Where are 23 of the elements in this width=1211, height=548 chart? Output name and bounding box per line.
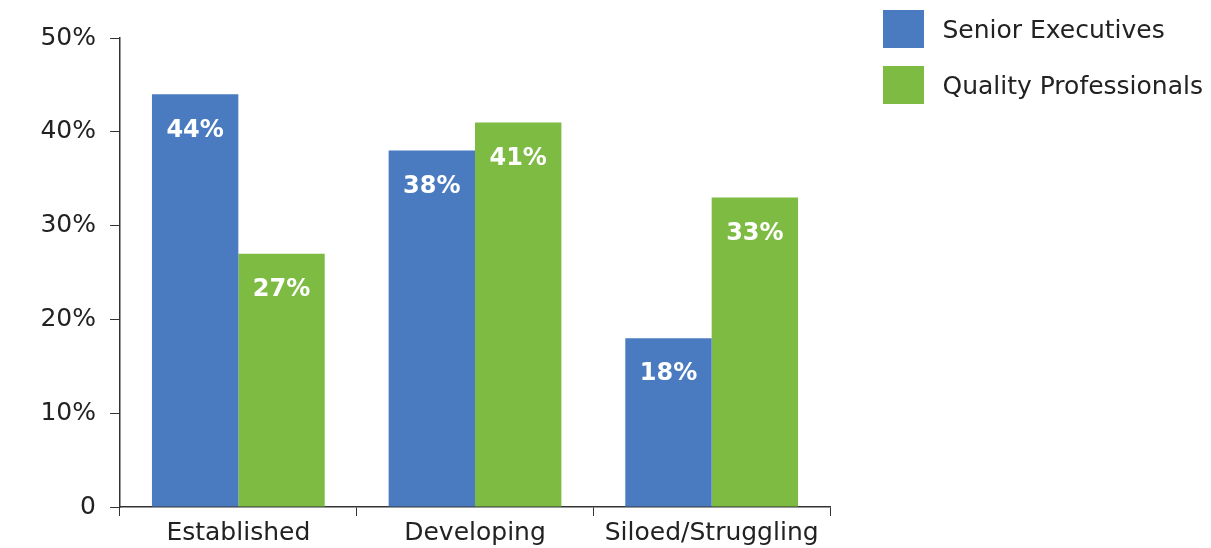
data-label: 38% <box>403 170 461 199</box>
legend-label: Quality Professionals <box>942 70 1203 100</box>
y-tick-label: 30% <box>40 209 96 239</box>
y-tick-label: 40% <box>40 115 96 145</box>
bar <box>625 338 712 507</box>
x-tick-label: Established <box>166 516 311 546</box>
y-tick-label: 20% <box>40 302 96 332</box>
y-tick-label: 10% <box>40 396 96 426</box>
bar <box>475 122 562 507</box>
bar <box>388 150 475 507</box>
bar <box>238 253 325 507</box>
y-tick-label: 0 <box>80 490 96 520</box>
bar <box>151 94 239 507</box>
data-label: 18% <box>639 358 698 387</box>
bar <box>711 197 799 507</box>
y-tick-label: 50% <box>40 21 96 51</box>
data-label: 27% <box>252 273 311 302</box>
data-label: 41% <box>489 142 547 171</box>
x-tick-label: Developing <box>404 516 546 546</box>
data-label: 44% <box>166 114 224 143</box>
x-tick-label: Siloed/Struggling <box>604 516 819 546</box>
data-label: 33% <box>726 217 784 246</box>
legend-label: Senior Executives <box>942 14 1165 44</box>
